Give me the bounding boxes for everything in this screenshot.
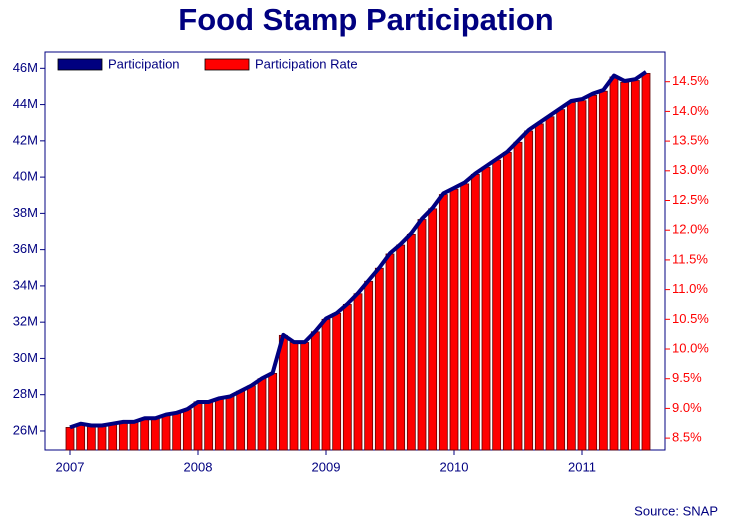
line bbox=[69, 70, 648, 430]
bar bbox=[524, 130, 534, 451]
bar bbox=[492, 159, 502, 451]
bar bbox=[161, 414, 171, 451]
bar bbox=[641, 72, 651, 451]
y-tick-label: 26M bbox=[13, 422, 38, 437]
bar bbox=[289, 342, 299, 451]
bar bbox=[332, 312, 342, 451]
x-tick-label: 2008 bbox=[184, 459, 213, 474]
x-tick-label: 2009 bbox=[312, 459, 341, 474]
bar bbox=[588, 94, 598, 451]
bar bbox=[268, 372, 278, 451]
y-tick-label: 44M bbox=[13, 96, 38, 111]
x-tick-label: 2011 bbox=[568, 459, 596, 474]
y-tick-label: 30M bbox=[13, 350, 38, 365]
bar bbox=[353, 293, 363, 451]
y-tick-label: 32M bbox=[13, 314, 38, 329]
bar bbox=[172, 412, 182, 451]
bar bbox=[598, 90, 608, 451]
bar bbox=[620, 81, 630, 451]
bar bbox=[65, 427, 75, 451]
bar bbox=[118, 421, 128, 451]
bar bbox=[385, 253, 395, 451]
y2-tick-label: 14.5% bbox=[672, 73, 709, 88]
bar bbox=[502, 151, 512, 451]
bar bbox=[609, 76, 619, 451]
y2-tick-label: 10.5% bbox=[672, 311, 709, 326]
bar bbox=[321, 318, 331, 451]
bar bbox=[556, 109, 566, 451]
bar bbox=[108, 423, 118, 451]
bar bbox=[438, 194, 448, 451]
bar bbox=[204, 401, 214, 451]
bar bbox=[182, 409, 192, 451]
bar bbox=[76, 423, 86, 451]
bar bbox=[481, 166, 491, 451]
bar bbox=[97, 425, 107, 451]
bar bbox=[150, 418, 160, 451]
y2-tick-label: 10.0% bbox=[672, 340, 709, 355]
legend-label: Participation Rate bbox=[255, 56, 358, 71]
bar bbox=[513, 141, 523, 451]
y2-tick-label: 12.5% bbox=[672, 192, 709, 207]
bar bbox=[449, 188, 459, 451]
bar bbox=[630, 80, 640, 451]
y-tick-label: 46M bbox=[13, 60, 38, 75]
bar bbox=[236, 390, 246, 451]
bar bbox=[364, 280, 374, 451]
bar bbox=[214, 397, 224, 451]
legend-label: Participation bbox=[108, 56, 180, 71]
bar bbox=[374, 267, 384, 451]
bar bbox=[534, 123, 544, 451]
bar bbox=[428, 208, 438, 451]
bar bbox=[545, 116, 555, 451]
y-tick-label: 42M bbox=[13, 132, 38, 147]
bar bbox=[140, 418, 150, 451]
bar bbox=[310, 331, 320, 451]
y2-tick-label: 9.0% bbox=[672, 400, 702, 415]
bar bbox=[257, 378, 267, 451]
chart-title: Food Stamp Participation bbox=[178, 2, 553, 37]
bar bbox=[86, 425, 96, 451]
bar bbox=[396, 244, 406, 451]
source: Source: SNAP bbox=[634, 503, 718, 518]
y2-tick-label: 11.5% bbox=[672, 251, 708, 266]
y2-tick-label: 13.5% bbox=[672, 133, 709, 148]
x-tick-label: 2007 bbox=[56, 459, 85, 474]
bar bbox=[577, 100, 587, 451]
bar bbox=[342, 304, 352, 451]
y2-tick-label: 14.0% bbox=[672, 103, 709, 118]
bar bbox=[193, 401, 203, 451]
bar bbox=[406, 233, 416, 451]
y2-tick-label: 8.5% bbox=[672, 430, 702, 445]
bar bbox=[300, 342, 310, 451]
y-tick-label: 28M bbox=[13, 386, 38, 401]
bar bbox=[417, 219, 427, 451]
y-tick-label: 36M bbox=[13, 241, 38, 256]
x-tick-label: 2010 bbox=[440, 459, 469, 474]
y-tick-label: 40M bbox=[13, 169, 38, 184]
y2-tick-label: 13.0% bbox=[672, 162, 709, 177]
y-tick-label: 38M bbox=[13, 205, 38, 220]
bar bbox=[566, 102, 576, 451]
bar bbox=[129, 421, 139, 451]
bar bbox=[460, 183, 470, 451]
bar bbox=[470, 173, 480, 451]
bar bbox=[225, 396, 235, 451]
y-tick-label: 34M bbox=[13, 277, 38, 292]
bar bbox=[246, 385, 256, 451]
y2-tick-label: 11.0% bbox=[672, 281, 708, 296]
y2-tick-label: 9.5% bbox=[672, 370, 702, 385]
legend-swatch bbox=[204, 58, 250, 71]
bar bbox=[278, 334, 288, 451]
legend-swatch bbox=[57, 58, 103, 71]
y2-tick-label: 12.0% bbox=[672, 222, 709, 237]
